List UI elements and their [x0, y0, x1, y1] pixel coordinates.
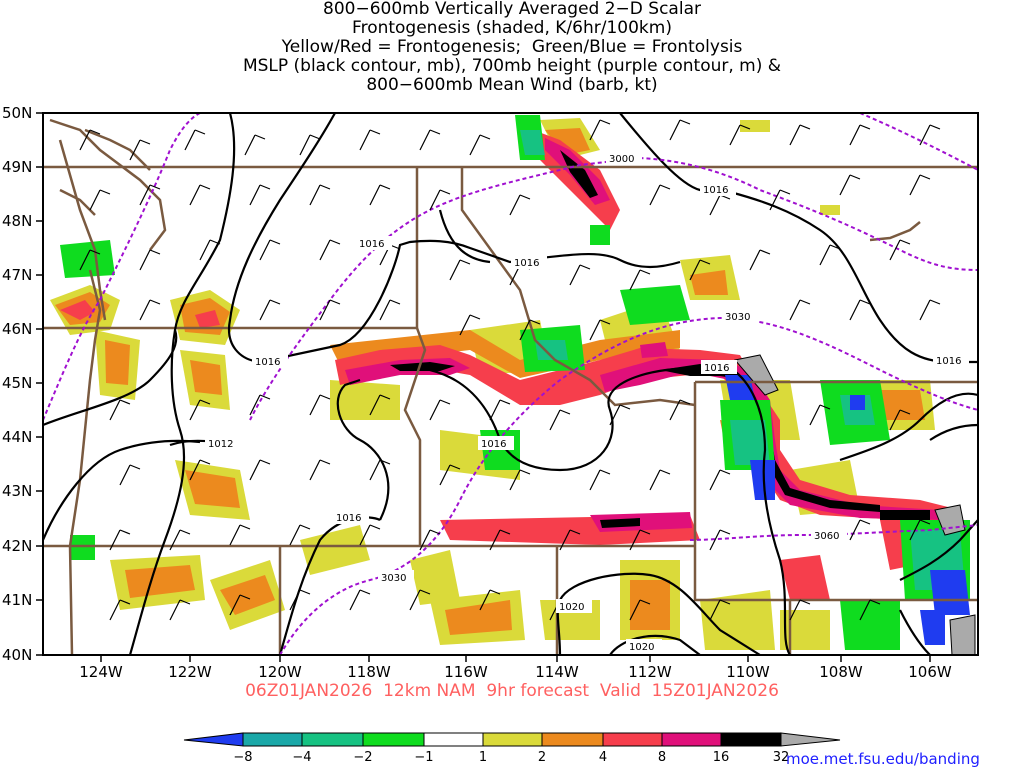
lon-label: 122W: [168, 663, 212, 681]
colorbar-cell: [362, 732, 425, 747]
forecast-valid-time: 06Z01JAN2026 12km NAM 9hr forecast Valid…: [245, 681, 779, 701]
lon-label: 112W: [628, 663, 672, 681]
mslp-label: 1016: [936, 356, 961, 367]
lat-label: 41N: [2, 591, 32, 609]
lat-label: 48N: [2, 212, 32, 230]
map-border: [42, 112, 979, 656]
colorbar-label: 2: [538, 750, 546, 765]
mslp-label: 1020: [559, 602, 584, 613]
title-line-2: Frontogenesis (shaded, K/6hr/100km): [352, 18, 672, 38]
lat-label: 46N: [2, 320, 32, 338]
colorbar-cell: [482, 732, 543, 747]
lon-label: 124W: [79, 663, 123, 681]
lon-label: 118W: [347, 663, 391, 681]
mslp-label: 1020: [629, 642, 654, 653]
mslp-label: 1016: [359, 239, 384, 250]
lat-label: 42N: [2, 537, 32, 555]
lat-label: 50N: [2, 104, 32, 122]
lat-label: 40N: [2, 646, 32, 664]
lat-label: 49N: [2, 158, 32, 176]
colorbar-label: −1: [414, 750, 433, 765]
wind-barbs: [79, 119, 941, 621]
coastline: [49, 118, 921, 321]
colorbar-cell: [242, 732, 303, 747]
title-line-3: Yellow/Red = Frontogenesis; Green/Blue =…: [281, 37, 743, 57]
lon-label: 110W: [726, 663, 770, 681]
mslp-label: 1016: [255, 357, 280, 368]
lat-label: 44N: [2, 428, 32, 446]
mslp-label: 1016: [514, 258, 539, 269]
credit-link[interactable]: moe.met.fsu.edu/banding: [786, 750, 980, 768]
map-content: 1016 1016 1016 1016 1016 1016 1016 1012 …: [43, 113, 978, 655]
mslp-labels: 1016 1016 1016 1016 1016 1016 1016 1012 …: [205, 182, 969, 653]
title-line-4: MSLP (black contour, mb), 700mb height (…: [242, 56, 782, 76]
lat-label: 45N: [2, 374, 32, 392]
height-label: 3030: [381, 573, 406, 584]
colorbar-label: 16: [713, 750, 730, 765]
lon-label: 108W: [819, 663, 863, 681]
lat-label: 47N: [2, 266, 32, 284]
title-block: 800−600mb Vertically Averaged 2−D Scalar…: [0, 0, 1024, 95]
colorbar-cell: [661, 732, 722, 747]
colorbar-cell: [183, 732, 244, 747]
mslp-label: 1012: [208, 439, 233, 450]
colorbar: −8 −4 −2 −1 1 2 4 8 16 32: [183, 732, 841, 765]
lon-label: 106W: [908, 663, 952, 681]
latitude-axis: [36, 112, 43, 656]
latitude-labels: 50N 49N 48N 47N 46N 45N 44N 43N 42N 41N …: [2, 104, 32, 664]
height-contours: [43, 113, 978, 655]
colorbar-cell: [602, 732, 663, 747]
colorbar-cell: [423, 732, 484, 747]
height-label: 3000: [609, 154, 634, 165]
colorbar-cell: [541, 732, 604, 747]
title-line-5: 800−600mb Mean Wind (barb, kt): [366, 75, 658, 95]
colorbar-cell: [301, 732, 364, 747]
mslp-label: 1016: [703, 185, 728, 196]
longitude-labels: 124W 122W 120W 118W 116W 114W 112W 110W …: [79, 663, 952, 681]
colorbar-label: 1: [479, 750, 487, 765]
longitude-axis: [100, 655, 931, 662]
mslp-label: 1016: [336, 513, 361, 524]
lon-label: 114W: [535, 663, 579, 681]
height-label: 3030: [725, 312, 750, 323]
colorbar-label: −8: [233, 750, 252, 765]
height-label: 3060: [814, 531, 839, 542]
mslp-label: 1016: [481, 439, 506, 450]
title-line-1: 800−600mb Vertically Averaged 2−D Scalar: [323, 0, 701, 19]
colorbar-label: −4: [292, 750, 311, 765]
colorbar-label: 4: [599, 750, 607, 765]
colorbar-cell: [720, 732, 782, 747]
lon-label: 116W: [444, 663, 488, 681]
mslp-label: 1016: [704, 363, 729, 374]
height-labels: 3000 3030 3030 3060: [378, 151, 847, 584]
lat-label: 43N: [2, 482, 32, 500]
colorbar-cell: [780, 732, 841, 747]
colorbar-label: 8: [658, 750, 666, 765]
lon-label: 120W: [258, 663, 302, 681]
colorbar-label: 32: [773, 750, 790, 765]
colorbar-label: −2: [353, 750, 372, 765]
